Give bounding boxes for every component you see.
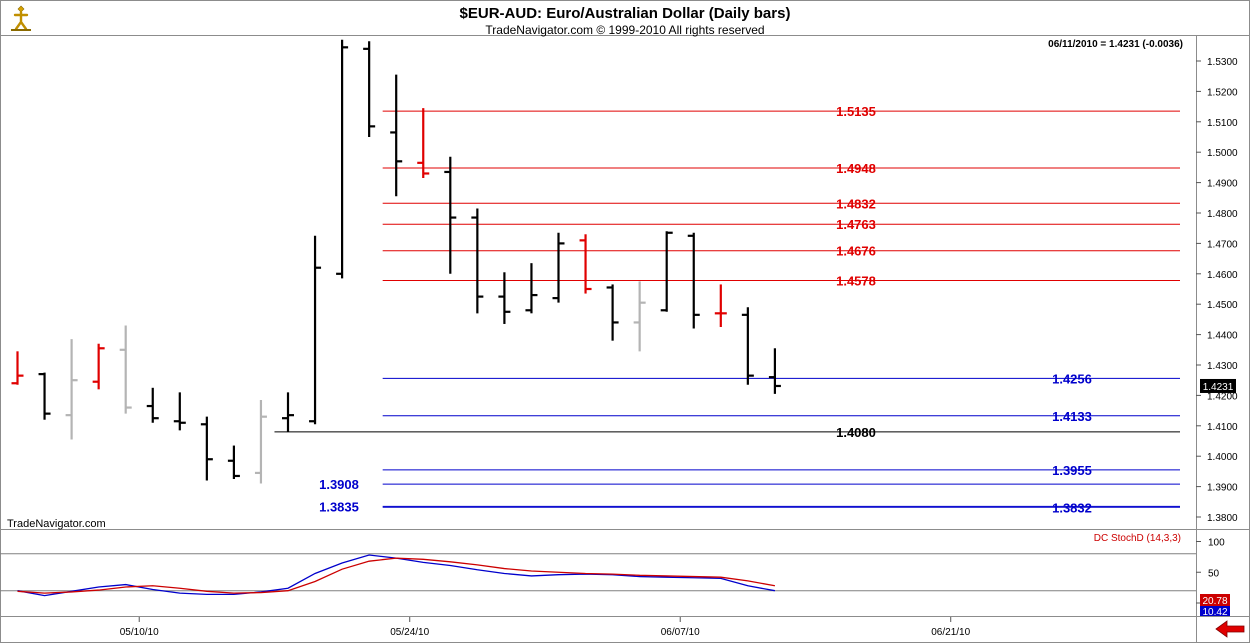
price-tick-label: 1.4500 [1207,300,1238,311]
ohlc-bar [119,325,132,414]
last-price-box [1200,378,1236,393]
level-label: 1.5135 [836,104,876,119]
last-quote: 06/11/2010 = 1.4231 (-0.0036) [1048,39,1183,50]
price-bars [11,39,781,484]
price-tick-label: 1.5300 [1207,57,1238,68]
ohlc-bar [606,284,619,341]
level-label: 1.4948 [836,161,876,176]
chart-title: $EUR-AUD: Euro/Australian Dollar (Daily … [460,5,791,22]
ohlc-bar [498,272,511,324]
ohlc-bar [390,74,403,197]
ohlc-bar [309,235,322,425]
price-tick-label: 1.4100 [1207,422,1238,433]
level-label: 1.3908 [319,477,359,492]
ohlc-bar [714,284,727,327]
stoch-last-box-blue [1200,606,1230,616]
ohlc-bar [336,39,349,279]
level-label: 1.3835 [319,499,359,514]
ohlc-bar [417,108,430,179]
ohlc-bar [525,263,538,314]
stoch-tick-label: 100 [1208,538,1225,549]
level-label: 1.4133 [1052,409,1092,424]
price-tick-label: 1.4400 [1207,331,1238,342]
ohlc-bar [173,392,186,431]
price-tick-label: 1.4000 [1207,452,1238,463]
ohlc-bar [146,387,159,423]
ohlc-bar [660,231,673,312]
level-label: 1.4676 [836,244,876,259]
ohlc-bar [687,232,700,329]
ohlc-bar [254,399,267,484]
ohlc-bar [38,372,51,420]
ohlc-bar [92,343,105,390]
stoch-line-red [17,557,776,594]
price-tick-label: 1.5000 [1207,148,1238,159]
ohlc-bar [282,392,294,432]
ohlc-bar [65,339,78,440]
stoch-tick-label: 50 [1208,568,1220,579]
ohlc-bar [741,307,754,385]
ohlc-bar [11,351,24,385]
red-left-arrow-icon[interactable] [1212,617,1248,641]
date-axis: 05/10/10 05/24/10 06/07/10 06/21/10 [120,617,971,638]
ohlc-bar [633,281,646,352]
ohlc-bar [227,445,240,479]
indicator-label: DC StochD (14,3,3) [1094,533,1181,544]
level-label: 1.3832 [1052,500,1092,515]
price-tick-label: 1.4700 [1207,239,1238,250]
price-tick-label: 1.4300 [1207,361,1238,372]
last-price-marker: 1.4231 [1200,378,1236,393]
level-label: 1.4832 [836,196,876,211]
stoch-last-value-red: 20.78 [1202,596,1227,607]
level-lines: 1.5135 1.4948 1.4832 1.4763 1.4676 1.4578 1.42… [274,104,1180,515]
price-tick-label: 1.3900 [1207,483,1238,494]
stoch-last-box-red [1200,594,1230,606]
copyright-text: TradeNavigator.com © 1999-2010 All right… [485,23,764,37]
last-price-label: 1.4231 [1203,382,1234,393]
watermark: TradeNavigator.com [7,518,106,530]
price-tick-label: 1.3800 [1207,513,1238,524]
price-tick-label: 1.4600 [1207,270,1238,281]
ohlc-bar [363,41,376,137]
price-axis: 1.5300 1.5200 1.5100 1.5000 1.4900 1.4800 1.47… [1196,57,1238,524]
ohlc-bar [444,156,457,274]
date-tick-label: 05/10/10 [120,627,159,638]
ohlc-bar [552,232,565,303]
level-label: 1.3955 [1052,463,1092,478]
price-tick-label: 1.4200 [1207,391,1238,402]
price-tick-label: 1.4800 [1207,209,1238,220]
level-label: 1.4256 [1052,371,1092,386]
price-tick-label: 1.5100 [1207,118,1238,129]
level-label: 1.4578 [836,273,876,288]
price-tick-label: 1.4900 [1207,179,1238,190]
stoch-last-value-blue: 10.42 [1202,607,1227,618]
level-label: 1.4080 [836,425,876,440]
ohlc-bar [200,416,213,481]
price-tick-label: 1.5200 [1207,87,1238,98]
date-tick-label: 05/24/10 [390,627,429,638]
ohlc-bar [579,234,592,294]
level-label: 1.4763 [836,217,876,232]
trader-figure-icon[interactable] [6,3,36,33]
ohlc-bar [471,208,484,314]
date-tick-label: 06/21/10 [931,627,970,638]
date-tick-label: 06/07/10 [661,627,700,638]
ohlc-bar [768,348,781,394]
